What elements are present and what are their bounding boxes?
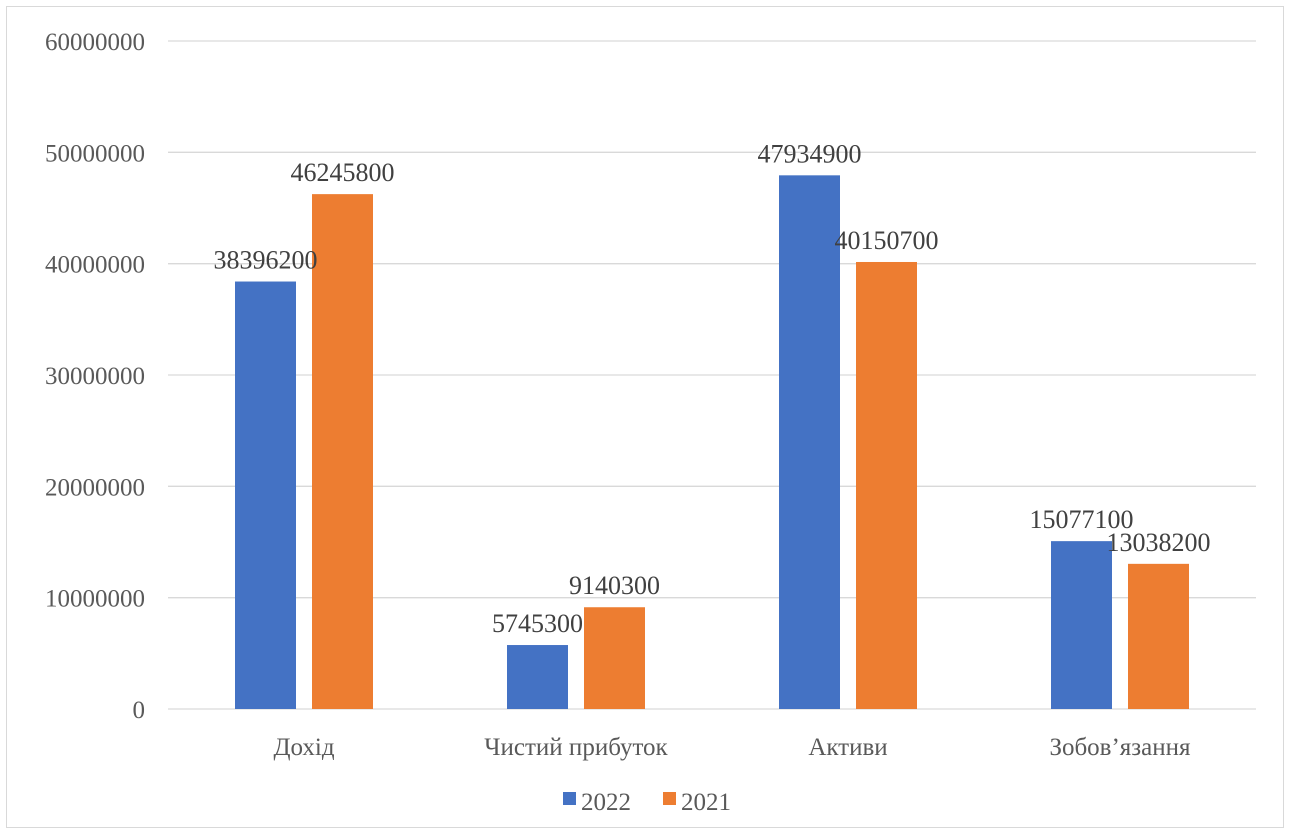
data-labels: 38396200 46245800 5745300 9140300 47934900 40… (214, 139, 1211, 638)
y-tick-label: 60000000 (45, 29, 145, 56)
bar-2022 (1051, 541, 1112, 709)
x-category-label: Активи (808, 734, 887, 761)
bar-2021 (312, 194, 373, 709)
bar-2022 (507, 645, 568, 709)
bar-2021 (584, 607, 645, 709)
y-tick-label: 30000000 (45, 363, 145, 390)
data-label: 9140300 (569, 571, 660, 600)
legend-label: 2021 (681, 789, 731, 816)
y-tick-label: 40000000 (45, 252, 145, 279)
bar-2022 (779, 175, 840, 710)
data-label: 13038200 (1107, 528, 1211, 557)
bar-2021 (856, 261, 917, 709)
y-tick-label: 50000000 (45, 140, 145, 167)
x-axis-categories: Дохід Чистий прибуток Активи Зобов’язання (273, 734, 1191, 761)
data-label: 46245800 (291, 158, 395, 187)
y-tick-label: 10000000 (45, 586, 145, 613)
y-tick-label: 20000000 (45, 474, 145, 501)
y-tick-label: 0 (133, 697, 146, 724)
data-label: 5745300 (492, 609, 583, 638)
data-label: 40150700 (835, 226, 939, 255)
data-label: 15077100 (1030, 505, 1134, 534)
legend-swatch-2022 (563, 792, 576, 805)
bar-2022 (235, 281, 296, 709)
legend: 2022 2021 (563, 789, 731, 816)
x-category-label: Дохід (273, 734, 334, 761)
bar-2021 (1128, 563, 1189, 709)
legend-label: 2022 (581, 789, 631, 816)
x-category-label: Зобов’язання (1049, 734, 1191, 761)
data-label: 47934900 (758, 139, 862, 168)
y-axis-ticks: 0 10000000 20000000 30000000 40000000 5000000… (45, 29, 145, 724)
legend-swatch-2021 (663, 792, 676, 805)
x-category-label: Чистий прибуток (484, 734, 668, 761)
bars (235, 175, 1189, 710)
data-label: 38396200 (214, 246, 318, 275)
